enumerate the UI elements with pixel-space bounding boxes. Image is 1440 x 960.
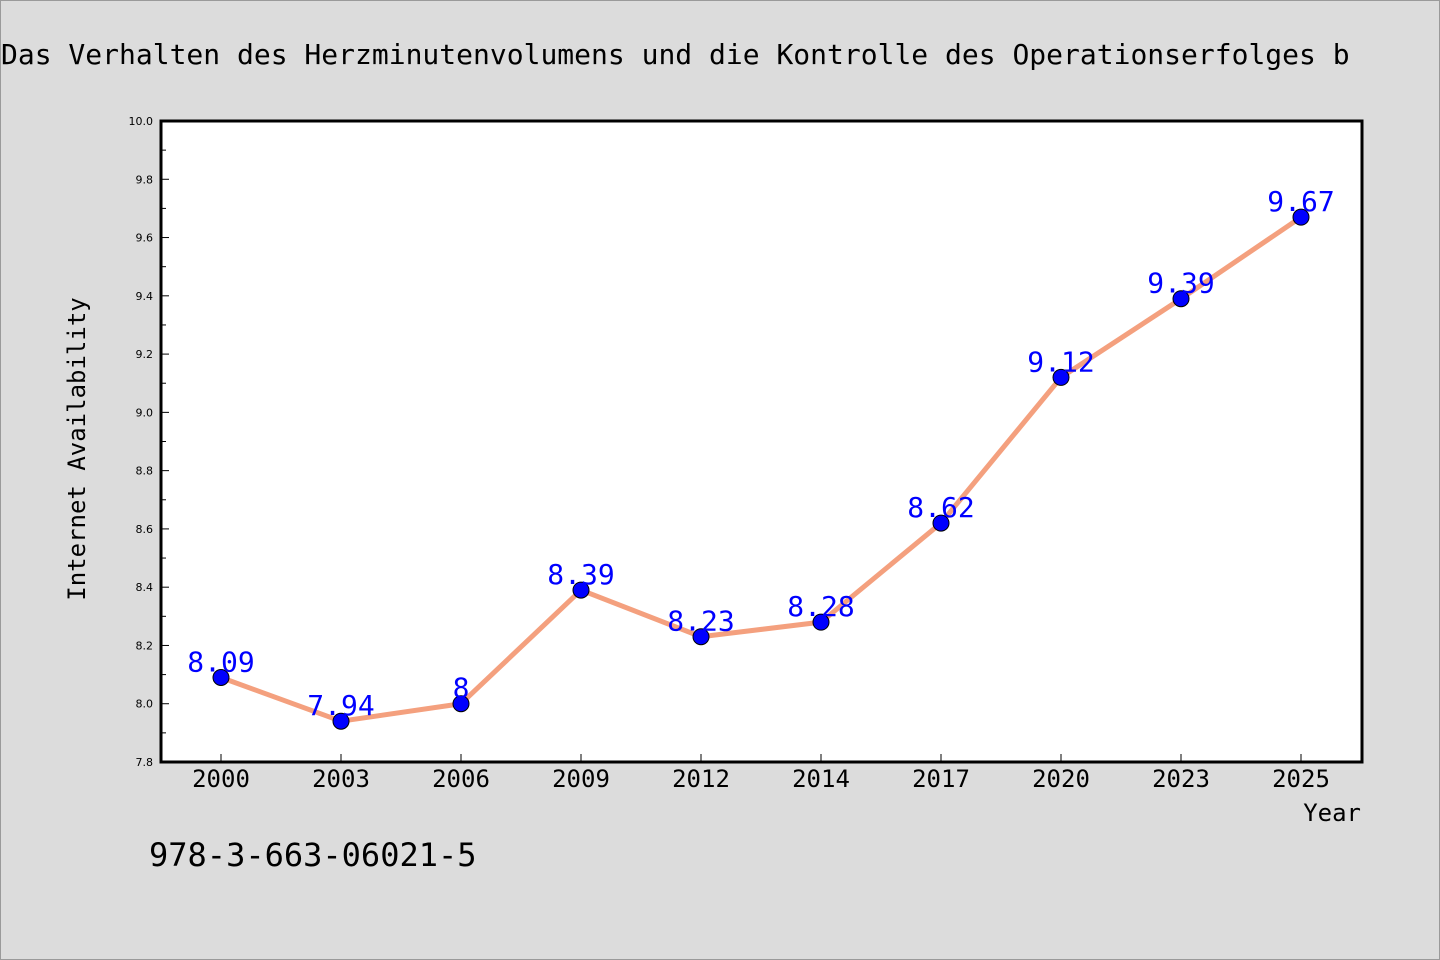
x-tick-label: 2006 [432,765,490,793]
y-tick-label: 9.4 [136,290,154,303]
x-tick-label: 2012 [672,765,730,793]
data-label: 8.09 [187,646,254,679]
y-tick-label: 9.2 [136,348,154,361]
data-point [932,514,950,532]
x-tick-label: 2000 [192,765,250,793]
data-markers [212,208,1310,730]
x-tick-label: 2017 [912,765,970,793]
data-label: 8.39 [547,558,614,591]
y-axis: 7.8 8.0 8.2 8.4 8.6 8.8 9.0 9.2 9.4 9.6 9.8 10.0 [129,115,169,769]
y-tick-label: 8.4 [136,581,154,594]
y-tick-label: 9.6 [136,232,154,245]
x-axis: 2000 2003 2006 2009 2012 2014 2017 2020 2023 2025 [192,754,1330,793]
chart-title: Das Verhalten des Herzminutenvolumens un… [1,38,1350,71]
x-tick-label: 2009 [552,765,610,793]
data-point [332,712,350,730]
y-axis-label: Internet Availability [63,297,91,600]
data-labels: 8.09 7.94 8 8.39 8.23 8.28 8.62 9.12 9.39 9.67 [187,185,1334,722]
data-label: 8.23 [667,605,734,638]
y-tick-label: 9.8 [136,173,154,186]
plot-area [159,119,1364,764]
x-tick-label: 2023 [1152,765,1210,793]
data-point [1292,208,1310,226]
data-label: 8.62 [907,491,974,524]
x-tick-label: 2014 [792,765,850,793]
series-line [218,214,1304,724]
y-tick-label: 8.8 [136,465,154,478]
isbn-annotation: 978-3-663-06021-5 [149,836,477,874]
x-tick-label: 2003 [312,765,370,793]
y-tick-label: 10.0 [129,115,154,128]
data-point [1052,368,1070,386]
data-label: 9.12 [1027,345,1094,378]
data-label: 9.39 [1147,267,1214,300]
x-tick-label: 2025 [1272,765,1330,793]
y-tick-label: 9.0 [136,406,154,419]
y-tick-label: 8.6 [136,523,154,536]
y-tick-label: 8.0 [136,698,154,711]
data-label: 7.94 [307,689,374,722]
data-point [1172,290,1190,308]
data-label: 9.67 [1267,185,1334,218]
data-point [572,581,590,599]
data-point [812,613,830,631]
y-tick-label: 7.8 [136,756,154,769]
x-axis-label: Year [1303,799,1361,827]
data-point [452,695,470,713]
data-point [212,669,230,687]
y-tick-label: 8.2 [136,639,154,652]
data-label: 8.28 [787,590,854,623]
x-tick-label: 2020 [1032,765,1090,793]
data-label: 8 [453,672,470,705]
data-point [692,628,710,646]
